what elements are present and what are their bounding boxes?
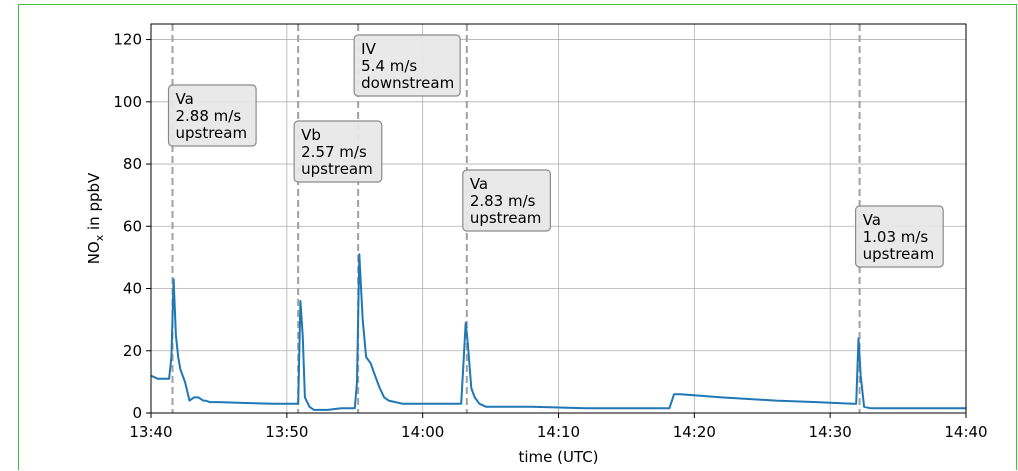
annotation-background xyxy=(854,205,944,268)
y-tick-label: 40 xyxy=(123,280,142,298)
annotation-text-line: Va xyxy=(863,211,881,229)
x-tick-label: 13:40 xyxy=(129,423,172,441)
x-tick-label: 13:50 xyxy=(265,423,308,441)
y-axis-label-rest: in ppbV xyxy=(85,172,103,235)
x-tick-label: 14:10 xyxy=(537,423,580,441)
y-axis-label-main: NO xyxy=(85,241,103,264)
annotation-background xyxy=(353,34,461,97)
series-layer xyxy=(150,253,966,411)
annotation-text-line: 5.4 m/s xyxy=(361,57,417,75)
annotation-text-line: 2.83 m/s xyxy=(470,192,536,210)
annotation-text-line: Va xyxy=(176,90,194,108)
x-tick-label: 14:00 xyxy=(401,423,444,441)
left-edge-strip xyxy=(0,0,18,471)
annotation-text-line: Vb xyxy=(301,126,321,144)
y-axis-label-subscript: x xyxy=(93,234,106,241)
x-tick-label: 14:20 xyxy=(673,423,716,441)
annotation-text-line: upstream xyxy=(863,245,935,263)
x-tick-label: 14:30 xyxy=(809,423,852,441)
axis-ticks: 0 20 40 60 80 100 120 13:40 13:50 14:00 14:10 14:20… xyxy=(113,31,987,441)
grid-layer xyxy=(150,24,967,414)
annotation-text-line: IV xyxy=(361,40,376,58)
annotation-text-line: 1.03 m/s xyxy=(863,228,929,246)
annotation-background xyxy=(462,169,552,232)
annotation-text-line: downstream xyxy=(361,74,454,92)
annotation-text-line: 2.88 m/s xyxy=(176,107,242,125)
annotation-background xyxy=(167,84,257,147)
figure-frame xyxy=(18,4,1017,470)
y-tick-label: 0 xyxy=(132,404,142,422)
y-tick-label: 20 xyxy=(123,342,142,360)
y-axis-label: NOx in ppbV xyxy=(85,172,106,264)
annotation-background xyxy=(293,120,383,183)
annotation-text-line: upstream xyxy=(470,209,542,227)
x-axis-label: time (UTC) xyxy=(518,448,598,466)
y-tick-label: 80 xyxy=(123,155,142,173)
x-tick-label: 14:40 xyxy=(944,423,987,441)
annotation-text-line: 2.57 m/s xyxy=(301,143,367,161)
annotation-text-line: upstream xyxy=(301,160,373,178)
annotation-text-line: Va xyxy=(470,175,488,193)
annotation-text-line: upstream xyxy=(176,124,248,142)
y-tick-label: 60 xyxy=(123,217,142,235)
nox-series-line xyxy=(150,253,966,411)
y-tick-label: 100 xyxy=(113,93,142,111)
y-tick-label: 120 xyxy=(113,31,142,49)
